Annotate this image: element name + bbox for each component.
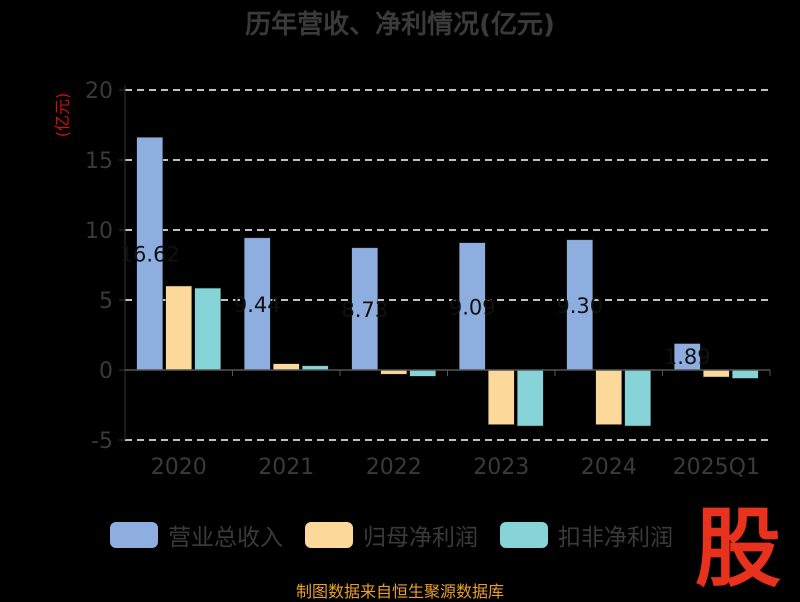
bar-series-2-2020 — [194, 287, 221, 371]
legend-label-deducted-profit: 扣非净利润 — [558, 525, 673, 551]
legend-swatch-deducted-profit — [500, 522, 548, 548]
y-tick-label-4: 15 — [85, 149, 113, 174]
y-tick-label-5: 20 — [85, 79, 113, 104]
data-label-revenue-2021: 9.44 — [234, 293, 281, 317]
y-tick-label-1: 0 — [99, 359, 113, 384]
bar-series-2-2022 — [409, 369, 436, 377]
legend-label-revenue: 营业总收入 — [168, 525, 283, 551]
x-tick-label-2022: 2022 — [366, 455, 422, 480]
data-label-revenue-2023: 9.09 — [449, 295, 496, 319]
source-note: 制图数据来自恒生聚源数据库 — [295, 582, 504, 601]
bar-series-1-2023 — [488, 369, 515, 425]
bar-series-0-2021 — [244, 237, 271, 371]
chart-title: 历年营收、净利情况(亿元) — [245, 10, 555, 40]
bar-series-1-2025Q1 — [703, 369, 730, 378]
stock-logo: 股 — [695, 499, 781, 590]
bar-series-2-2024 — [624, 369, 651, 427]
legend-swatch-revenue — [110, 522, 158, 548]
y-axis-label: (亿元) — [53, 93, 72, 138]
legend-item-deducted-profit[interactable]: 扣非净利润 — [500, 518, 673, 552]
x-tick-label-2023: 2023 — [473, 455, 529, 480]
legend-label-net-profit: 归母净利润 — [363, 525, 478, 551]
bar-series-1-2020 — [165, 285, 192, 371]
bar-series-0-2020 — [136, 137, 163, 371]
x-tick-label-2024: 2024 — [581, 455, 637, 480]
y-tick-label-2: 5 — [99, 289, 113, 314]
y-tick-label-0: -5 — [91, 429, 113, 454]
x-tick-label-2021: 2021 — [258, 455, 314, 480]
bar-chart: -5 0 5 10 15 20 (亿元) 2020 2021 2022 2023 2024 2025Q1… — [53, 79, 771, 480]
data-label-revenue-2025Q1: 1.89 — [664, 345, 711, 369]
stock-logo-text: 股 — [695, 499, 781, 590]
x-tick-label-2020: 2020 — [151, 455, 207, 480]
bar-series-2-2023 — [517, 369, 544, 427]
legend-swatch-net-profit — [305, 522, 353, 548]
legend-item-net-profit[interactable]: 归母净利润 — [305, 518, 478, 552]
bar-series-0-2025Q1 — [674, 343, 701, 371]
bar-series-0-2024 — [566, 239, 593, 371]
x-tick-label-2025Q1: 2025Q1 — [673, 455, 760, 480]
data-label-revenue-2022: 8.73 — [341, 298, 388, 322]
legend: 营业总收入 归母净利润 扣非净利润 — [110, 518, 695, 552]
y-tick-label-3: 10 — [85, 219, 113, 244]
bar-series-1-2024 — [595, 369, 622, 425]
data-label-revenue-2020: 16.62 — [120, 243, 180, 267]
bar-series-0-2023 — [459, 242, 486, 371]
data-label-revenue-2024: 9.30 — [556, 294, 603, 318]
legend-item-revenue[interactable]: 营业总收入 — [110, 518, 283, 552]
bar-series-1-2021 — [273, 363, 300, 371]
bar-series-2-2025Q1 — [732, 369, 759, 379]
